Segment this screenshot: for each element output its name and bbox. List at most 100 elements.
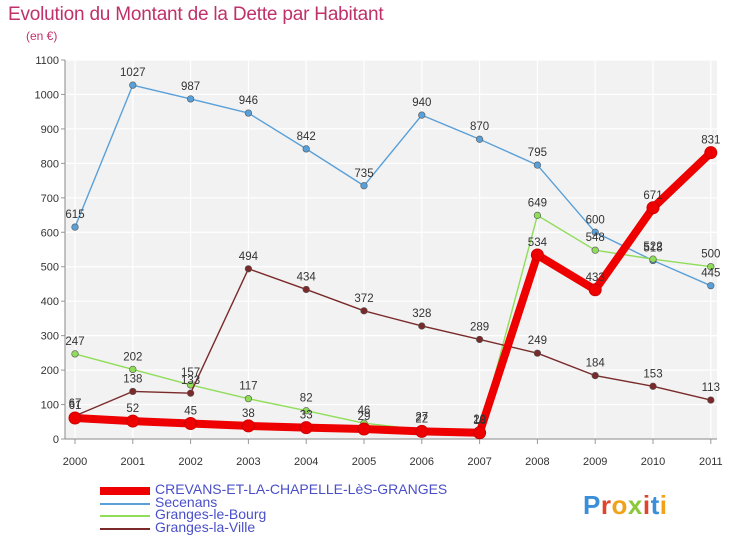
x-tick-label: 2010 (641, 456, 665, 468)
data-point (302, 285, 310, 294)
data-label: 45 (184, 405, 197, 417)
data-label: 434 (297, 271, 317, 283)
x-tick-label: 2002 (178, 456, 202, 468)
data-point (184, 416, 198, 430)
data-label: 38 (242, 408, 255, 420)
y-tick-label: 200 (41, 365, 59, 377)
data-point (418, 322, 426, 330)
data-label: 113 (702, 382, 720, 394)
proxiti-logo: Proxiti (583, 490, 667, 521)
data-point (707, 263, 715, 271)
legend-swatch (100, 487, 150, 495)
data-point (415, 424, 429, 438)
data-label: 67 (69, 398, 82, 410)
data-point (418, 111, 426, 119)
data-label: 445 (701, 268, 720, 280)
data-point (129, 81, 137, 89)
legend-label: Granges-la-Ville (155, 518, 256, 535)
logo-letter: r (600, 490, 612, 520)
x-tick-label: 2000 (63, 456, 87, 468)
series-line (74, 84, 712, 287)
data-point (299, 421, 313, 435)
x-tick-label: 2006 (410, 456, 434, 468)
data-label: 671 (643, 190, 662, 202)
data-point (302, 407, 310, 415)
x-tick-label: 2007 (467, 456, 491, 468)
data-label: 548 (586, 232, 605, 244)
data-label: 153 (643, 368, 662, 380)
data-label: 52 (126, 403, 139, 415)
x-tick-label: 2003 (236, 456, 260, 468)
data-label: 649 (528, 197, 547, 209)
data-label: 500 (701, 249, 720, 261)
data-label: 27 (415, 412, 428, 424)
data-point (704, 146, 718, 160)
series-line (71, 148, 715, 437)
data-point (591, 372, 599, 380)
data-point (129, 365, 137, 374)
data-label: 117 (239, 381, 257, 393)
data-point (707, 282, 715, 290)
data-point (649, 255, 657, 263)
legend-label: Granges-le-Bourg (155, 506, 267, 522)
data-point (187, 389, 195, 397)
data-point (533, 349, 542, 357)
data-label: 46 (358, 405, 371, 417)
data-point (244, 265, 252, 273)
chart-title: Evolution du Montant de la Dette par Hab… (8, 4, 384, 25)
x-tick-label: 2008 (525, 456, 549, 468)
data-point (588, 283, 602, 297)
data-label: 133 (181, 375, 200, 387)
legend-swatch (100, 515, 150, 517)
data-label: 202 (123, 351, 142, 363)
data-point (244, 109, 252, 117)
data-label: 29 (358, 411, 371, 423)
data-label: 82 (300, 393, 313, 405)
data-label: 615 (65, 209, 84, 221)
data-point (241, 419, 255, 433)
data-label: 940 (412, 97, 431, 109)
plot-area (65, 60, 717, 439)
series-line (74, 268, 712, 417)
logo-letter: P (583, 490, 601, 520)
x-tick-label: 2005 (352, 456, 376, 468)
data-label: 18 (473, 415, 486, 427)
data-point (129, 387, 137, 396)
logo-letter: x (627, 490, 643, 520)
legend-label: Secenans (155, 493, 218, 510)
data-point (707, 396, 715, 404)
logo-letter: o (611, 490, 628, 520)
x-tick-label: 2001 (121, 456, 145, 468)
data-label: 249 (528, 335, 547, 347)
logo-letter: i (642, 490, 651, 520)
data-point (530, 248, 544, 262)
data-label: 795 (528, 147, 547, 159)
y-tick-label: 1000 (35, 89, 59, 101)
legend-swatch (100, 502, 150, 505)
data-label: 22 (415, 413, 428, 425)
data-label: 600 (586, 214, 605, 226)
y-tick-label: 400 (41, 296, 59, 308)
data-point (360, 182, 368, 190)
data-point (302, 145, 310, 153)
y-tick-label: 800 (41, 158, 59, 170)
y-tick-label: 0 (53, 434, 59, 446)
data-point (476, 335, 484, 344)
data-point (533, 161, 542, 169)
data-label: 494 (239, 251, 259, 263)
data-label: 870 (470, 121, 489, 133)
data-point (126, 414, 140, 428)
data-label: 289 (470, 321, 489, 333)
data-label: 522 (643, 241, 662, 253)
y-tick-label: 1100 (35, 55, 59, 67)
chart-subtitle: (en €) (26, 29, 58, 43)
y-tick-label: 600 (41, 227, 59, 239)
data-point (476, 135, 484, 143)
y-tick-label: 100 (41, 400, 59, 412)
data-label: 735 (354, 168, 373, 180)
data-point (357, 422, 371, 436)
data-label: 20 (473, 414, 486, 426)
data-point (649, 382, 657, 390)
data-label: 987 (181, 81, 200, 93)
